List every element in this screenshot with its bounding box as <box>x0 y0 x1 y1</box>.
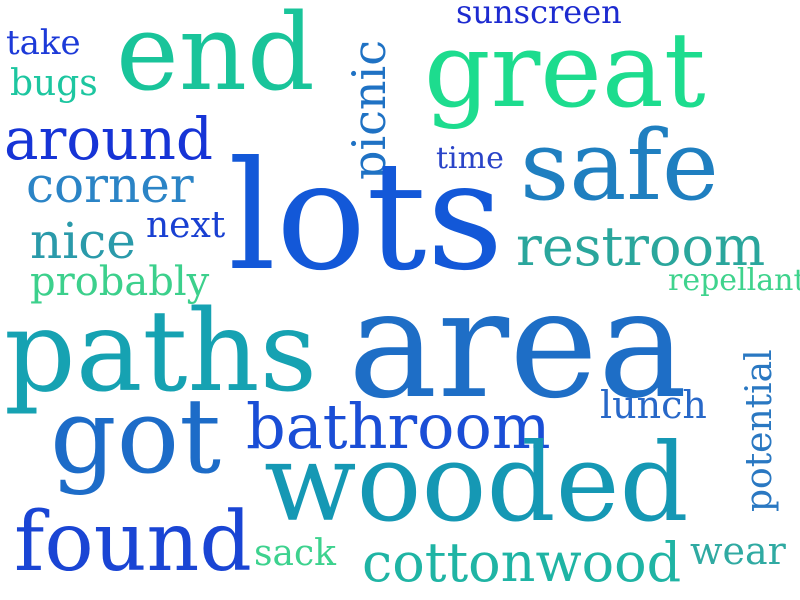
word-sunscreen: sunscreen <box>456 0 622 31</box>
word-wooded: wooded <box>264 421 689 546</box>
word-time: time <box>436 141 504 176</box>
word-restroom: restroom <box>516 215 766 278</box>
word-take: take <box>6 23 81 63</box>
word-got: got <box>50 375 221 497</box>
word-bathroom: bathroom <box>246 390 551 463</box>
word-paths: paths <box>4 287 318 417</box>
word-lots: lots <box>228 130 504 304</box>
word-potential: potential <box>739 349 780 512</box>
word-great: great <box>424 9 706 131</box>
word-safe: safe <box>520 110 719 222</box>
word-wear: wear <box>690 529 786 573</box>
word-lunch: lunch <box>600 383 707 427</box>
word-sack: sack <box>254 533 336 574</box>
word-probably: probably <box>30 259 210 305</box>
word-repellant: repellant <box>668 263 800 298</box>
word-found: found <box>14 495 252 590</box>
word-end: end <box>116 0 315 114</box>
word-nice: nice <box>30 212 136 270</box>
word-next: next <box>146 205 226 246</box>
word-bugs: bugs <box>10 63 98 104</box>
word-area: area <box>348 258 688 432</box>
word-cottonwood: cottonwood <box>362 531 682 594</box>
word-around: around <box>4 105 214 173</box>
word-corner: corner <box>26 156 194 214</box>
